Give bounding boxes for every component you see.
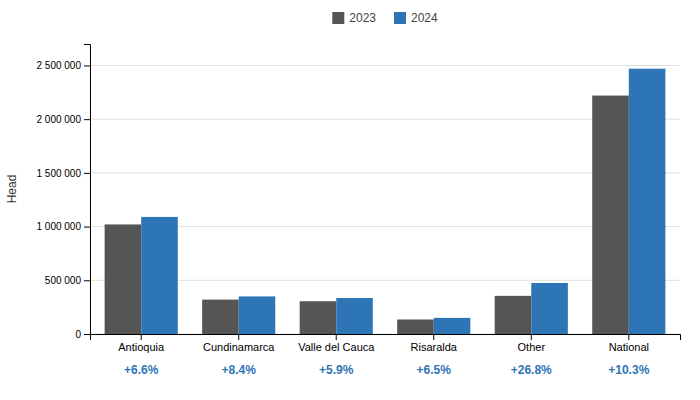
tick: 2 500 000 — [37, 60, 91, 71]
tick-label: Other — [518, 341, 546, 353]
tick-mark — [141, 334, 142, 340]
annotations: +6.6% +8.4% +5.9% +6.5% +26.8% +10.3% — [124, 363, 650, 377]
bar-series — [141, 69, 665, 334]
bar-series — [105, 96, 629, 334]
legend-item: 2023 — [332, 11, 376, 25]
axis-line — [91, 335, 681, 341]
bar — [592, 96, 629, 334]
legend-label: 2024 — [411, 11, 438, 25]
tick: Valle del Cauca — [298, 334, 375, 353]
grid-line — [90, 65, 680, 66]
x-axis: Antioquia Cundinamarca Valle del Cauca Risa… — [91, 334, 681, 353]
tick-mark — [84, 280, 90, 281]
bar — [202, 300, 239, 334]
tick: 1 500 000 — [37, 168, 91, 179]
tick-mark — [433, 334, 434, 340]
y-axis: 0 500 000 1 000 000 1 500 000 2 000 000 2 500… — [37, 45, 91, 340]
bar — [495, 296, 532, 334]
tick-mark — [84, 227, 90, 228]
tick-mark — [84, 173, 90, 174]
tick-mark — [84, 334, 90, 335]
legend-item: 2024 — [394, 11, 438, 25]
tick-mark — [531, 334, 532, 340]
grid-line — [90, 226, 680, 227]
bar — [434, 318, 471, 334]
tick-label: 2 000 000 — [37, 114, 82, 125]
tick-label: Antioquia — [118, 341, 165, 353]
bar — [629, 69, 666, 334]
tick: 500 000 — [45, 275, 90, 286]
tick-label: 1 000 000 — [37, 221, 82, 232]
plot: 0 500 000 1 000 000 1 500 000 2 000 000 2 500… — [37, 45, 681, 378]
tick: 0 — [75, 329, 90, 340]
annotation: +10.3% — [608, 363, 649, 377]
legend: 2023 2024 — [332, 11, 438, 25]
y-axis-title: Head — [5, 175, 19, 204]
annotation: +26.8% — [511, 363, 552, 377]
legend-swatch — [332, 12, 344, 24]
grid-line — [90, 280, 680, 281]
bar — [239, 296, 276, 334]
bar — [105, 224, 142, 334]
tick-mark — [336, 334, 337, 340]
tick-label: 0 — [75, 329, 81, 340]
tick: 2 000 000 — [37, 114, 91, 125]
chart: 0 500 000 1 000 000 1 500 000 2 000 000 2 500… — [0, 0, 700, 400]
tick-label: Valle del Cauca — [298, 341, 375, 353]
tick: 1 000 000 — [37, 221, 91, 232]
bars — [105, 69, 666, 334]
legend-label: 2023 — [349, 11, 376, 25]
tick-label: Cundinamarca — [203, 341, 275, 353]
legend-swatch — [394, 12, 406, 24]
tick-label: 500 000 — [45, 275, 82, 286]
axis-line — [84, 45, 91, 335]
tick: Other — [518, 334, 546, 353]
bar — [397, 320, 434, 335]
bar — [531, 283, 568, 334]
tick: Antioquia — [118, 334, 165, 353]
tick-label: National — [609, 341, 649, 353]
tick-mark — [84, 119, 90, 120]
annotation: +8.4% — [222, 363, 257, 377]
annotation: +5.9% — [319, 363, 354, 377]
grid-line — [90, 172, 680, 173]
tick: Cundinamarca — [203, 334, 275, 353]
tick-mark — [238, 334, 239, 340]
tick-mark — [628, 334, 629, 340]
bar — [336, 298, 373, 334]
tick-mark — [84, 65, 90, 66]
annotation: +6.6% — [124, 363, 159, 377]
grid — [90, 65, 680, 334]
tick: Risaralda — [411, 334, 458, 353]
grid-line — [90, 119, 680, 120]
tick-label: Risaralda — [411, 341, 458, 353]
bar — [300, 301, 337, 334]
bar — [141, 217, 178, 334]
annotation: +6.5% — [417, 363, 452, 377]
tick-label: 1 500 000 — [37, 168, 82, 179]
tick: National — [609, 334, 649, 353]
tick-label: 2 500 000 — [37, 60, 82, 71]
